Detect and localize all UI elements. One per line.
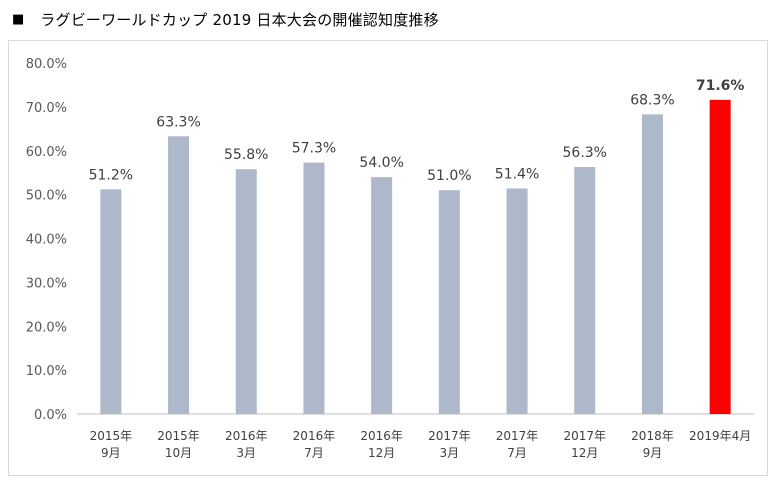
bar <box>100 189 122 414</box>
x-tick-label: 2017年 <box>496 429 539 443</box>
chart-title: ラグビーワールドカップ 2019 日本大会の開催認知度推移 <box>40 10 439 29</box>
data-label: 56.3% <box>563 145 607 161</box>
bar <box>641 114 663 415</box>
x-tick-label: 2015年 <box>90 429 133 443</box>
bar <box>371 177 393 414</box>
x-tick-label: 7月 <box>507 446 527 460</box>
y-tick-label: 10.0% <box>26 364 67 379</box>
bar <box>303 162 325 414</box>
x-tick-label: 2017年 <box>563 429 606 443</box>
data-label: 71.6% <box>696 78 745 94</box>
bar <box>168 136 190 414</box>
chart-title-row: ■ ラグビーワールドカップ 2019 日本大会の開催認知度推移 <box>12 8 439 30</box>
x-tick-label: 2016年 <box>225 429 268 443</box>
data-label: 51.2% <box>89 167 133 183</box>
data-label: 68.3% <box>630 92 674 108</box>
x-tick-label: 12月 <box>368 446 395 460</box>
y-tick-label: 0.0% <box>34 408 67 423</box>
x-tick-label: 9月 <box>101 446 121 460</box>
chart-frame: 0.0% 10.0% 20.0% 30.0% 40.0% 50.0% 60.0% 70.0% 8… <box>8 40 768 476</box>
x-tick-label: 2018年 <box>631 429 674 443</box>
x-tick-label: 12月 <box>571 446 598 460</box>
bar <box>506 188 528 414</box>
y-tick-label: 70.0% <box>26 101 67 116</box>
bar <box>709 99 731 415</box>
x-tick-label: 2019年4月 <box>689 429 751 443</box>
x-tick-label: 2015年 <box>157 429 200 443</box>
data-label: 55.8% <box>224 147 268 163</box>
x-tick-label: 3月 <box>236 446 256 460</box>
x-tick-label: 7月 <box>304 446 324 460</box>
data-label: 51.4% <box>495 166 539 182</box>
title-bullet: ■ <box>12 11 25 27</box>
y-tick-label: 50.0% <box>26 189 67 204</box>
y-tick-label: 60.0% <box>26 145 67 160</box>
bar <box>574 166 596 414</box>
x-tick-label: 10月 <box>165 446 192 460</box>
y-tick-label: 30.0% <box>26 276 67 291</box>
bar <box>438 190 460 414</box>
data-label: 57.3% <box>292 141 336 157</box>
x-tick-label: 3月 <box>440 446 460 460</box>
bar-chart: 0.0% 10.0% 20.0% 30.0% 40.0% 50.0% 60.0% 70.0% 8… <box>26 57 754 460</box>
data-label: 54.0% <box>359 155 403 171</box>
data-label: 63.3% <box>156 114 200 130</box>
y-tick-label: 80.0% <box>26 57 67 72</box>
y-tick-label: 20.0% <box>26 320 67 335</box>
data-label: 51.0% <box>427 168 471 184</box>
x-tick-label: 9月 <box>643 446 663 460</box>
bar <box>235 169 257 414</box>
x-tick-label: 2017年 <box>428 429 471 443</box>
x-tick-label: 2016年 <box>293 429 336 443</box>
x-tick-label: 2016年 <box>360 429 403 443</box>
y-tick-label: 40.0% <box>26 233 67 248</box>
